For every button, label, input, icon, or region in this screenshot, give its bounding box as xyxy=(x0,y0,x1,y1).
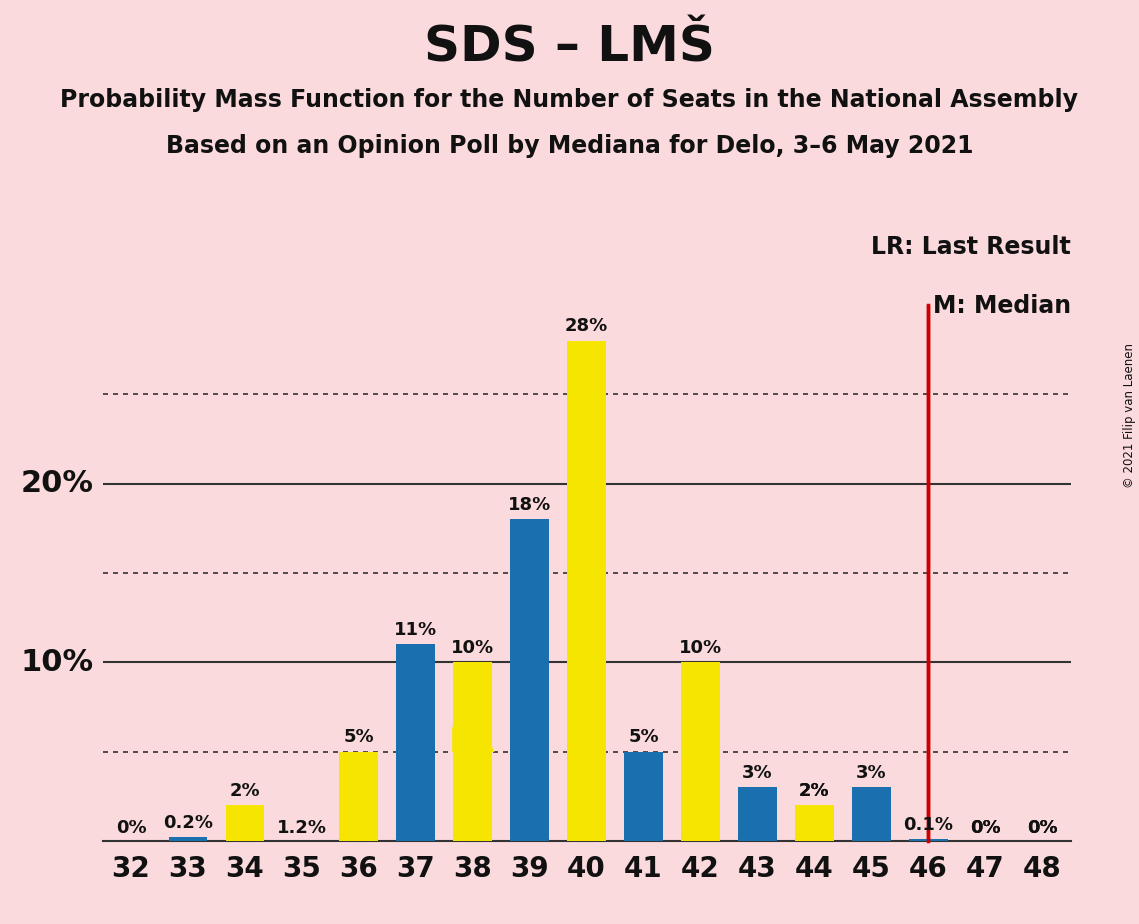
Bar xyxy=(339,751,378,841)
Text: M: M xyxy=(570,565,604,599)
Text: 5%: 5% xyxy=(629,728,658,747)
Text: 2%: 2% xyxy=(800,782,829,800)
Text: 0.2%: 0.2% xyxy=(163,814,213,832)
Bar xyxy=(909,839,948,841)
Text: 0%: 0% xyxy=(1027,820,1057,837)
Text: 5%: 5% xyxy=(344,728,374,747)
Bar xyxy=(396,644,435,841)
Text: 18%: 18% xyxy=(508,496,551,514)
Bar xyxy=(624,751,663,841)
Bar xyxy=(226,820,264,841)
Text: M: Median: M: Median xyxy=(933,294,1071,318)
Bar xyxy=(226,805,264,841)
Text: 0%: 0% xyxy=(1027,820,1057,837)
Text: 1.2%: 1.2% xyxy=(277,820,327,837)
Text: SDS – LMŠ: SDS – LMŠ xyxy=(424,23,715,71)
Text: 3%: 3% xyxy=(743,764,772,782)
Bar xyxy=(852,787,891,841)
Text: 2%: 2% xyxy=(800,782,829,800)
Text: 28%: 28% xyxy=(565,317,608,335)
Bar xyxy=(681,663,720,841)
Text: 20%: 20% xyxy=(21,469,93,498)
Text: 11%: 11% xyxy=(394,621,437,639)
Text: 10%: 10% xyxy=(21,648,93,676)
Text: © 2021 Filip van Laenen: © 2021 Filip van Laenen xyxy=(1123,344,1136,488)
Text: 0.1%: 0.1% xyxy=(903,816,953,833)
Text: Probability Mass Function for the Number of Seats in the National Assembly: Probability Mass Function for the Number… xyxy=(60,88,1079,112)
Bar xyxy=(453,663,492,841)
Bar xyxy=(510,519,549,841)
Text: 10%: 10% xyxy=(679,638,722,657)
Bar xyxy=(795,805,834,841)
Bar xyxy=(795,805,834,841)
Text: LR: Last Result: LR: Last Result xyxy=(871,236,1071,260)
Text: Based on an Opinion Poll by Mediana for Delo, 3–6 May 2021: Based on an Opinion Poll by Mediana for … xyxy=(166,134,973,158)
Bar xyxy=(169,837,207,841)
Text: 3%: 3% xyxy=(857,764,886,782)
Text: 2%: 2% xyxy=(230,782,260,800)
Bar xyxy=(567,341,606,841)
Text: LR: LR xyxy=(449,726,497,760)
Text: 0%: 0% xyxy=(970,820,1000,837)
Bar xyxy=(738,787,777,841)
Text: 0%: 0% xyxy=(970,820,1000,837)
Text: 0%: 0% xyxy=(116,820,146,837)
Text: 10%: 10% xyxy=(451,638,494,657)
